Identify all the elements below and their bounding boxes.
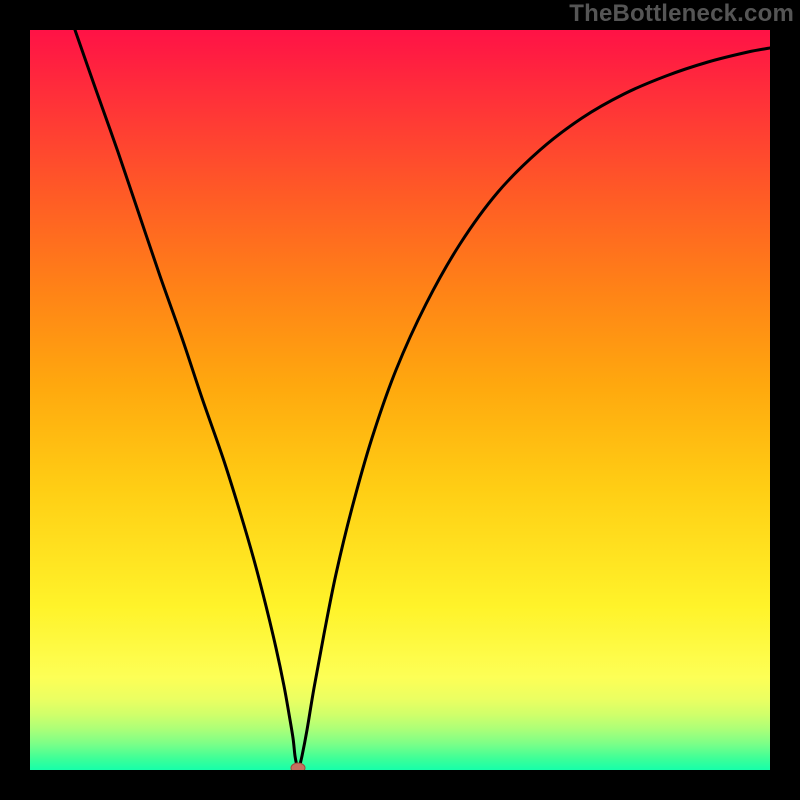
frame-bottom [0,770,800,800]
bottleneck-chart [30,30,770,770]
minimum-marker [291,763,305,770]
frame-right [770,30,800,770]
watermark-text: TheBottleneck.com [569,0,794,28]
frame-left [0,30,30,770]
gradient-background [30,30,770,770]
